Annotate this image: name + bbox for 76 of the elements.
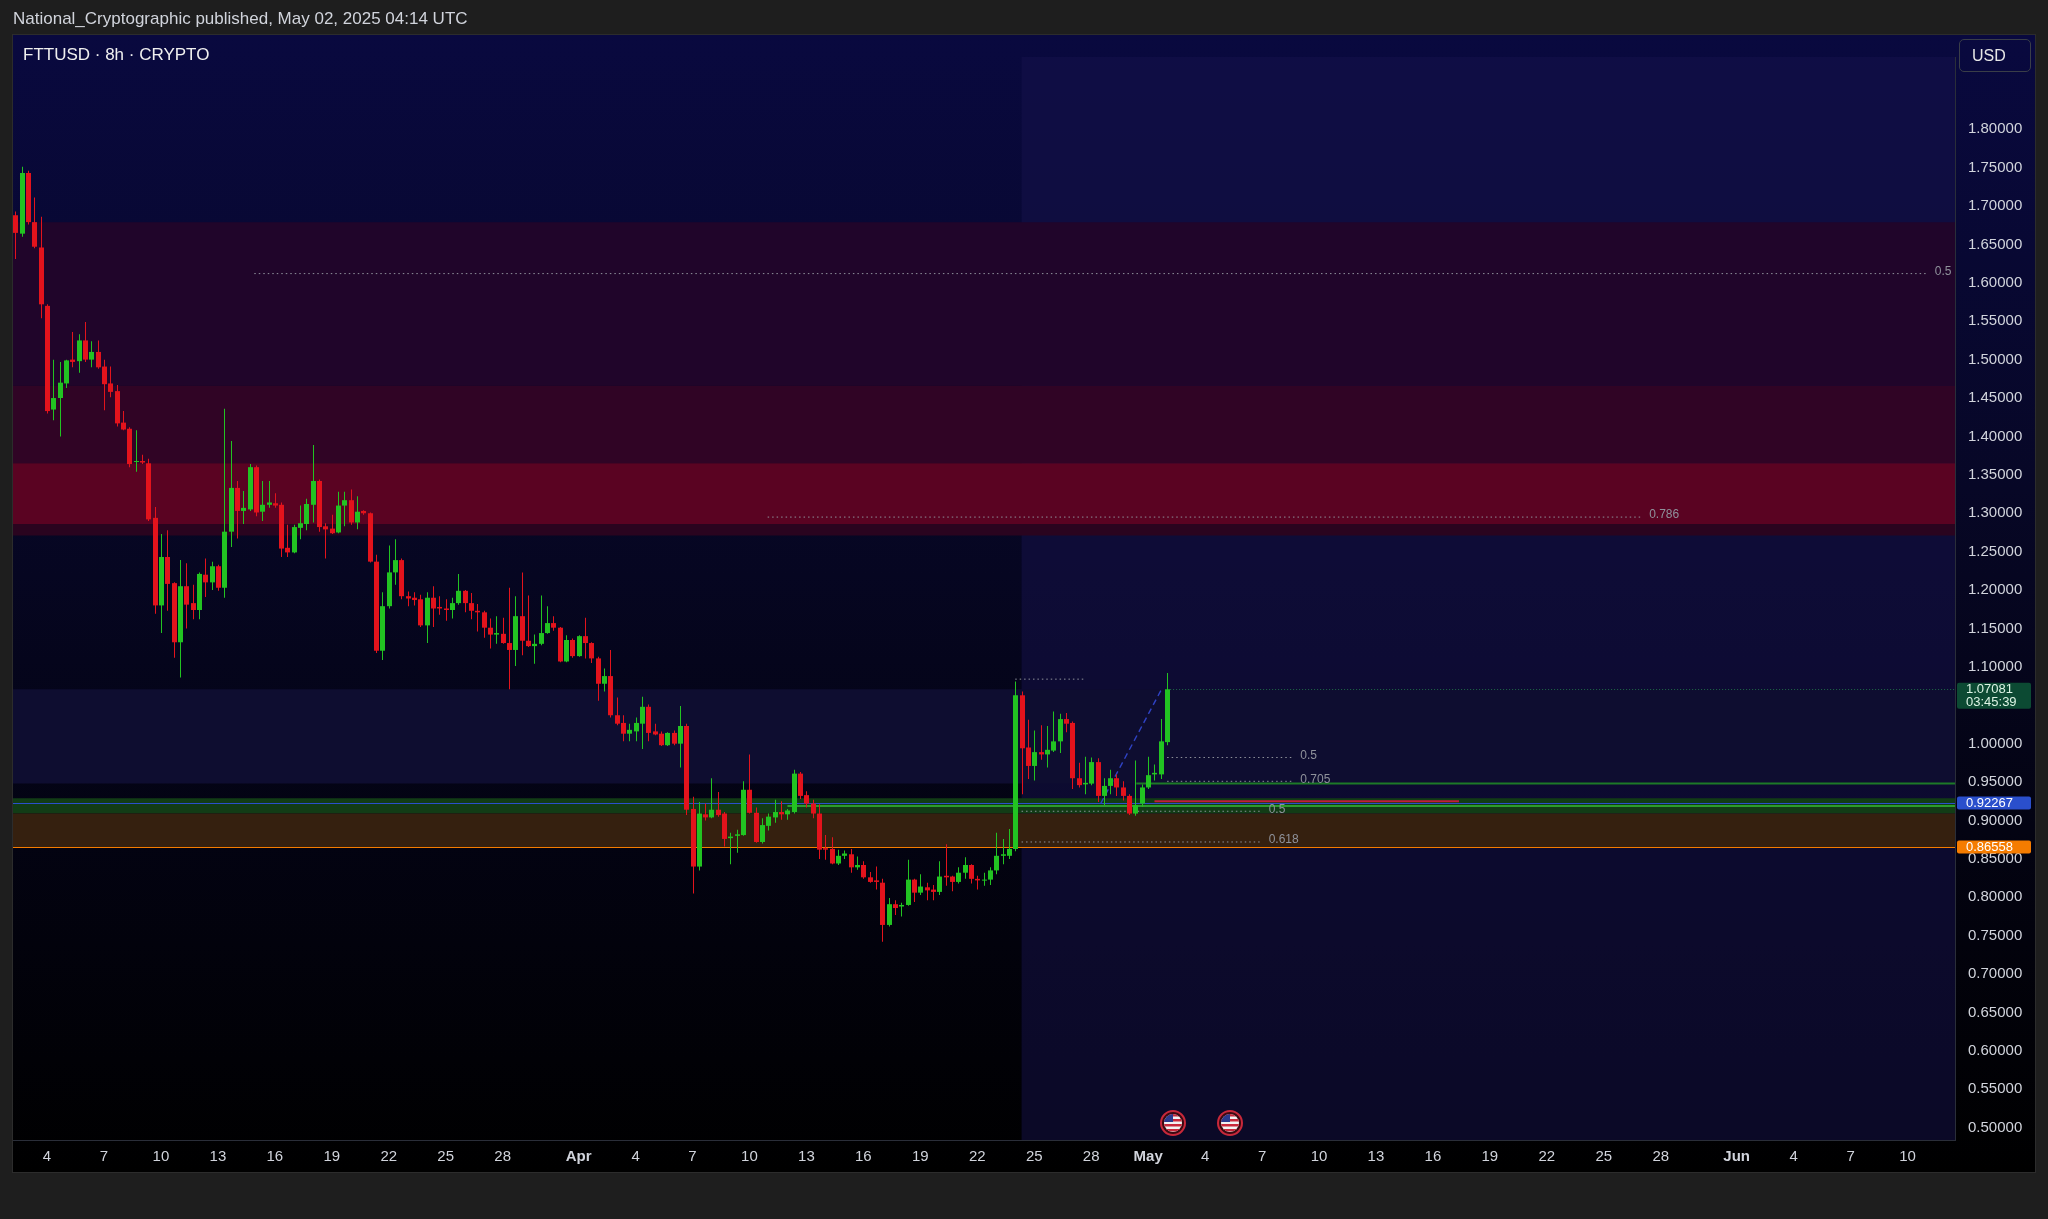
candlestick	[241, 490, 246, 524]
y-tick-label: 1.50000	[1968, 349, 2023, 367]
x-tick-label: 28	[494, 1147, 511, 1165]
x-tick-label: 10	[152, 1147, 170, 1165]
x-tick-label: 28	[1652, 1147, 1670, 1165]
x-tick-label: 4	[1200, 1147, 1210, 1165]
x-tick-label: 22	[380, 1147, 398, 1165]
y-tick-label: 1.60000	[1968, 272, 2023, 290]
y-tick-label: 1.75000	[1968, 157, 2023, 175]
y-tick-label: 0.65000	[1968, 1002, 2023, 1020]
text: National_Cryptographic published, May 02, 2025 04:14 UTC	[13, 9, 468, 29]
y-tick-label: 1.40000	[1968, 426, 2023, 444]
x-tick-label: 13	[798, 1147, 815, 1165]
series-label: 0.705	[1300, 771, 1331, 786]
y-tick-label: 1.15000	[1968, 618, 2023, 636]
y-tick-label: 0.90000	[1968, 810, 2023, 828]
y-tick-label: 1.10000	[1968, 657, 2023, 674]
candlestick	[982, 872, 987, 886]
y-tick-label: 0.55000	[1968, 1079, 2023, 1097]
x-tick-label: 25	[437, 1147, 455, 1165]
candlestick	[526, 595, 531, 647]
x-tick-label: Jun	[1723, 1147, 1751, 1165]
y-axis-title: USD	[1959, 39, 2031, 72]
x-tick-label: 22	[968, 1147, 986, 1165]
x-tick-label: 16	[855, 1147, 872, 1165]
y-tick-label: 1.55000	[1968, 311, 2023, 329]
x-tick-label: 25	[1025, 1147, 1043, 1165]
x-tick-label: 19	[323, 1147, 341, 1165]
x-tick-label: 19	[1481, 1147, 1499, 1165]
candlestick	[507, 587, 512, 690]
y-tick-label: 0.60000	[1968, 1041, 2023, 1059]
candlestick	[134, 430, 139, 472]
ref-line-label: 0.92267	[1966, 795, 2013, 811]
x-tick-label: 13	[209, 1147, 227, 1165]
candlestick	[444, 599, 449, 621]
x-tick-label: 28	[1082, 1147, 1100, 1165]
y-tick-label: 0.95000	[1968, 772, 2023, 790]
y-tick-label: 1.20000	[1968, 580, 2023, 598]
y-tick-label: 1.65000	[1968, 234, 2023, 252]
x-tick-label: 16	[1424, 1147, 1442, 1165]
y-tick-label: 1.25000	[1968, 541, 2023, 559]
x-tick-label: 16	[266, 1147, 284, 1165]
y-tick-label: 1.80000	[1968, 119, 2023, 137]
x-tick-label: 10	[1310, 1147, 1328, 1165]
y-tick-label: 0.80000	[1968, 887, 2023, 905]
x-tick-label: 4	[1789, 1147, 1798, 1165]
y-tick-label: 0.50000	[1968, 1117, 2023, 1135]
x-tick-label: 7	[1257, 1147, 1267, 1165]
x-tick-label: 4	[42, 1147, 52, 1165]
annotation: 1.07081 03:45:39	[1966, 681, 2017, 710]
x-tick-label: 25	[1595, 1147, 1613, 1165]
y-tick-label: 1.35000	[1968, 464, 2023, 482]
y-tick-label: 1.30000	[1968, 503, 2023, 521]
x-tick-label: Apr	[565, 1147, 592, 1165]
x-tick-label: 7	[99, 1147, 109, 1165]
y-tick-label: 1.70000	[1968, 196, 2023, 214]
y-tick-label: 0.75000	[1968, 925, 2023, 943]
x-tick-label: 22	[1538, 1147, 1556, 1165]
ref-line-label: 0.86558	[1966, 838, 2013, 854]
x-tick-label: 19	[911, 1147, 929, 1165]
x-tick-label: 4	[631, 1147, 640, 1165]
x-tick-label: 7	[688, 1147, 697, 1165]
series-label: 0.618	[1268, 832, 1300, 847]
x-tick-label: 13	[1367, 1147, 1385, 1165]
series-label: 0.786	[1649, 507, 1680, 522]
chart-title: FTTUSD · 8h · CRYPTO	[23, 45, 210, 65]
x-tick-label: 10	[741, 1147, 758, 1165]
candlestick	[494, 616, 499, 644]
y-tick-label: 1.45000	[1968, 388, 2023, 406]
y-tick-label: 1.00000	[1968, 733, 2023, 751]
x-tick-label: 7	[1846, 1147, 1855, 1165]
series-label: 0.5	[1300, 747, 1318, 762]
x-tick-label: May	[1133, 1147, 1164, 1165]
x-tick-label: 10	[1899, 1147, 1916, 1165]
series-label: 0.5	[1934, 263, 1952, 278]
y-tick-label: 0.70000	[1968, 964, 2023, 982]
